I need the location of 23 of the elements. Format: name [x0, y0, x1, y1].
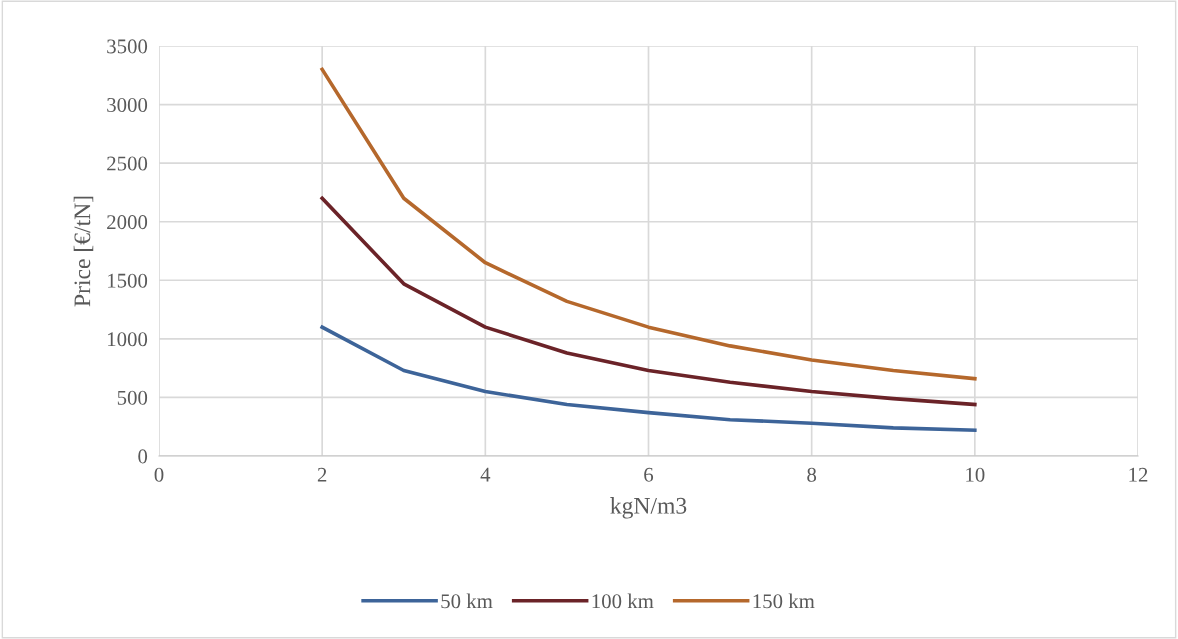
x-tick-label: 8: [807, 467, 817, 482]
legend-label: 150 km: [753, 593, 815, 609]
x-tick-label: 12: [1129, 467, 1148, 482]
x-tick-label: 0: [154, 467, 164, 482]
legend-label: 100 km: [592, 593, 654, 609]
y-tick-label: 2000: [107, 215, 148, 230]
x-axis-title: kgN/m3: [610, 497, 687, 519]
y-tick-label: 2500: [107, 156, 148, 171]
line-series: [320, 196, 977, 407]
y-tick-label: 3500: [107, 39, 148, 54]
y-tick-label: 500: [117, 390, 148, 405]
y-tick-label: 3000: [107, 97, 148, 112]
x-tick-label: 10: [966, 467, 985, 482]
y-tick-label: 1000: [108, 332, 148, 347]
y-axis-title: Price [€/tN]: [73, 196, 94, 307]
x-tick-label: 6: [644, 467, 654, 482]
y-tick-label: 0: [138, 449, 148, 464]
legend-label: 50 km: [441, 593, 493, 609]
line-series: [320, 67, 977, 381]
x-tick-label: 4: [480, 467, 491, 482]
x-tick-label: 2: [317, 467, 327, 482]
line-series: [320, 325, 977, 433]
y-tick-label: 1500: [108, 273, 148, 288]
